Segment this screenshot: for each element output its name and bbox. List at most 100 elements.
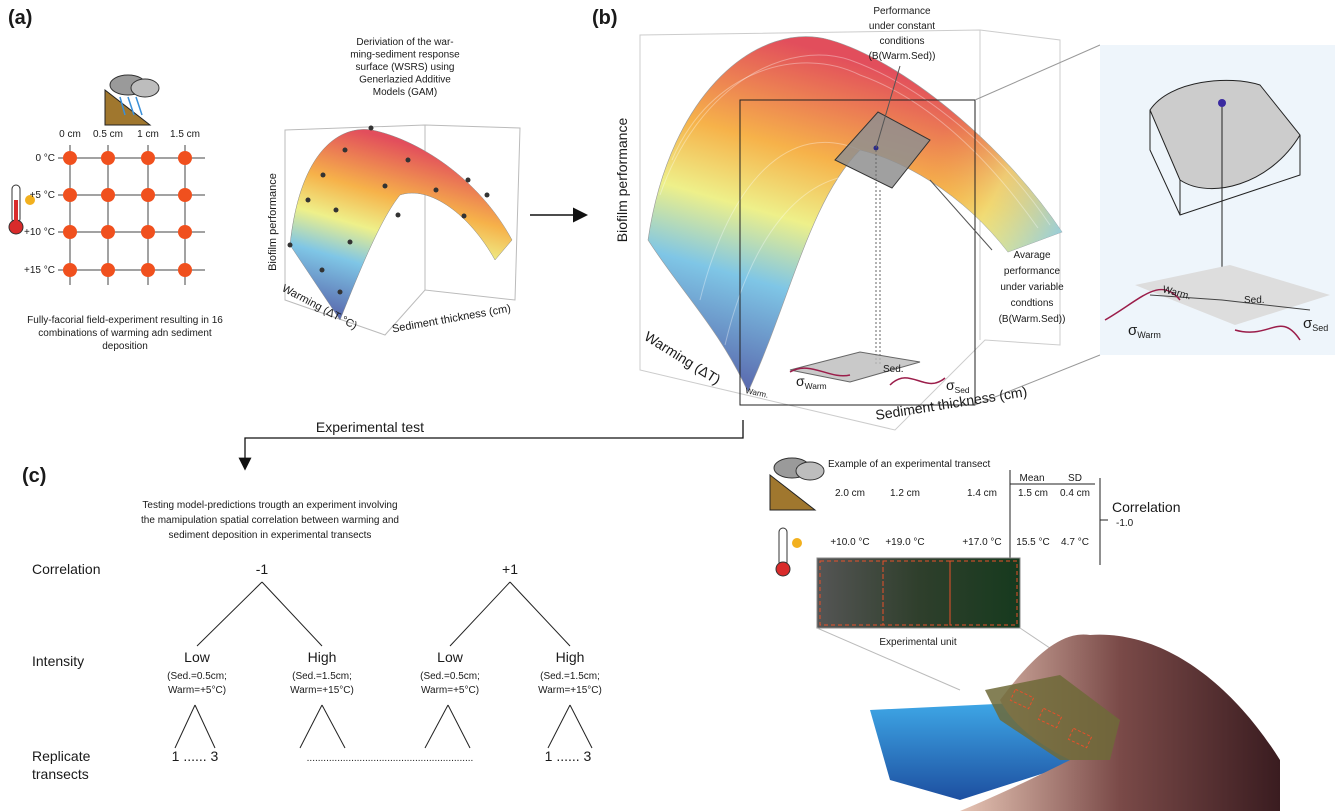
table-cell: 0.4 cm	[1060, 488, 1090, 499]
table-cell: +19.0 °C	[885, 537, 924, 548]
annotation: conditions	[879, 36, 924, 47]
table-cell: 1.4 cm	[967, 488, 997, 499]
treatment-dot	[178, 225, 192, 239]
figure: (a)0 cm0.5 cm1 cm1.5 cm0 °C+5 °C+10 °C+1…	[0, 0, 1341, 811]
gam-title: Generlazied Additive	[359, 75, 451, 86]
treatment-dot	[63, 188, 77, 202]
table-cell: 1.2 cm	[890, 488, 920, 499]
row-label: Replicate	[32, 748, 91, 764]
column-label: 0 cm	[59, 129, 81, 140]
annotation: (B(Warm.Sed))	[869, 51, 936, 62]
thermometer-fill	[14, 200, 18, 224]
panel-label: (b)	[592, 7, 618, 29]
caption: combinations of warming adn sediment	[38, 328, 212, 339]
annotation: (B(Warm.Sed))	[999, 314, 1066, 325]
replicates: 1 ...... 3	[545, 748, 592, 764]
treatment-dot	[141, 225, 155, 239]
node-level: High	[556, 649, 585, 665]
axis-label: Warming (ΔT)	[642, 328, 724, 387]
annotation: under constant	[869, 21, 935, 32]
table-cell: 1.5 cm	[1018, 488, 1048, 499]
row-label: +10 °C	[24, 227, 55, 238]
gam-title: surface (WSRS) using	[356, 62, 455, 73]
row-label: 0 °C	[35, 153, 55, 164]
zoom-line	[975, 45, 1100, 100]
annotation: Performance	[873, 6, 931, 17]
treatment-dot	[141, 151, 155, 165]
treatment-dot	[63, 225, 77, 239]
thermometer	[779, 528, 787, 566]
node-level: Low	[437, 649, 464, 665]
treatment-dot	[178, 263, 192, 277]
caption: Fully-facorial field-experiment resultin…	[27, 315, 223, 326]
row-label: Intensity	[32, 653, 84, 669]
table-cell: +17.0 °C	[962, 537, 1001, 548]
table-lines	[1010, 470, 1108, 565]
axis-tag: Sed.	[883, 364, 904, 375]
table-cell: 4.7 °C	[1061, 537, 1089, 548]
replicates: ........................................…	[307, 753, 474, 764]
transect-bar	[817, 558, 1020, 628]
table-cell: +10.0 °C	[830, 537, 869, 548]
treatment-dot	[178, 151, 192, 165]
table-header: SD	[1068, 473, 1082, 484]
page: WSRS figure body { margin: 0; background…	[0, 0, 1341, 811]
cloud-icon	[796, 462, 824, 480]
tree-lines	[175, 582, 592, 748]
correlation: -1	[256, 561, 269, 577]
node-detail: Warm=+15°C)	[290, 685, 354, 696]
table-header: Mean	[1019, 473, 1044, 484]
node-detail: (Sed.=1.5cm;	[540, 671, 600, 682]
sigma-sub: Sed	[955, 385, 970, 395]
sigma-sub: Warm	[805, 381, 827, 391]
treatment-dot	[101, 188, 115, 202]
treatment-dot	[101, 151, 115, 165]
correlation: +1	[502, 561, 518, 577]
treatment-dot	[63, 263, 77, 277]
axis-tag: Sed.	[1244, 295, 1265, 306]
body: { "panel_a": { "label": "(a)", "column_l…	[0, 0, 1341, 811]
annotation: condtions	[1011, 298, 1054, 309]
thermometer-bulb	[776, 562, 790, 576]
node-level: Low	[184, 649, 211, 665]
description: the mamipulation spatial correlation bet…	[141, 515, 399, 526]
cloud-icon	[131, 79, 159, 97]
correlation-label: Correlation	[1112, 499, 1180, 515]
sigma-symbol: σ	[946, 377, 955, 393]
panel-label: (a)	[8, 7, 32, 29]
panel-label: (c)	[22, 465, 46, 487]
sigma-label: σSed	[946, 377, 970, 395]
axis-label: Biofilm performance	[267, 173, 279, 271]
node-detail: Warm=+15°C)	[538, 685, 602, 696]
replicates: 1 ...... 3	[172, 748, 219, 764]
annotation: under variable	[1000, 282, 1064, 293]
node-detail: (Sed.=0.5cm;	[167, 671, 227, 682]
sigma-symbol: σ	[796, 373, 805, 389]
arrow-label: Experimental test	[316, 419, 424, 435]
node-detail: (Sed.=0.5cm;	[420, 671, 480, 682]
column-label: 0.5 cm	[93, 129, 123, 140]
node-level: High	[308, 649, 337, 665]
row-label: Correlation	[32, 561, 100, 577]
row-label: transects	[32, 766, 89, 782]
axis-label: Biofilm performance	[614, 118, 630, 243]
gam-title: Models (GAM)	[373, 87, 437, 98]
table-cell: 15.5 °C	[1016, 537, 1049, 548]
annotation: performance	[1004, 266, 1061, 277]
treatment-dot	[141, 263, 155, 277]
table-cell: 2.0 cm	[835, 488, 865, 499]
node-detail: (Sed.=1.5cm;	[292, 671, 352, 682]
description: Testing model-predictions trougth an exp…	[142, 500, 397, 511]
column-label: 1 cm	[137, 129, 159, 140]
gam-title: ming-sediment response	[350, 50, 460, 61]
treatment-dot	[101, 225, 115, 239]
sigma-sub: Sed	[1312, 323, 1328, 333]
point	[1218, 99, 1226, 107]
treatment-dot	[101, 263, 115, 277]
annotation: Avarage	[1013, 250, 1051, 261]
gam-title: Deriviation of the war-	[356, 37, 453, 48]
unit-label: Experimental unit	[879, 637, 956, 648]
transect-title: Example of an experimental transect	[828, 459, 991, 470]
treatment-dot	[178, 188, 192, 202]
surface	[290, 129, 512, 320]
